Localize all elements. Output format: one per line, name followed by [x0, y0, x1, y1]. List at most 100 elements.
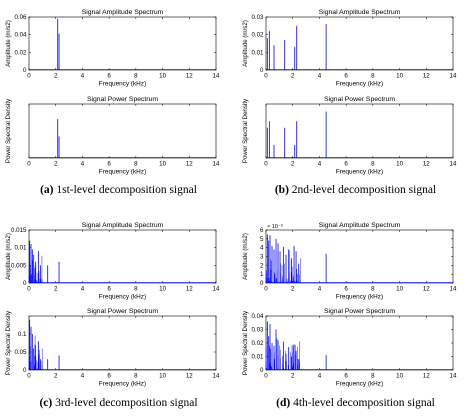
x-axis-label: Frequency (kHz)	[99, 81, 146, 88]
x-tick-label: 10	[396, 286, 403, 293]
y-axis-label: Amplitude (m/s2)	[242, 20, 249, 67]
x-tick-label: 14	[450, 161, 457, 168]
y-tick-label: 0.04	[251, 313, 264, 320]
y-tick-label: 2	[260, 262, 264, 269]
y-tick-label: 0.1	[18, 331, 27, 338]
y-tick-label: 0	[260, 67, 264, 74]
x-tick-label: 14	[213, 161, 220, 168]
subplot-title: Signal Power Spectrum	[324, 96, 395, 103]
subplot-c-power	[28, 315, 217, 371]
subplot-b-amplitude	[265, 16, 454, 71]
y-axis-label: Power Spectral Density	[242, 98, 249, 163]
subplot-d-amplitude	[265, 229, 454, 284]
x-axis-label: Frequency (kHz)	[99, 381, 146, 388]
y-tick-label: 5	[260, 236, 264, 243]
x-tick-label: 8	[371, 73, 375, 80]
subplot-title: Signal Power Spectrum	[87, 96, 158, 103]
y-tick-label: 0	[260, 367, 264, 374]
caption-a: (a) 1st-level decomposition signal	[40, 184, 197, 196]
y-tick-label: 0	[260, 280, 264, 287]
y-tick-label: 0.06	[14, 14, 27, 21]
x-tick-label: 14	[450, 73, 457, 80]
x-tick-label: 0	[264, 286, 268, 293]
x-axis-label: Frequency (kHz)	[336, 381, 383, 388]
caption-c: (c) 3rd-level decomposition signal	[39, 397, 198, 409]
x-tick-label: 10	[159, 286, 166, 293]
x-tick-label: 2	[291, 373, 295, 380]
x-tick-label: 12	[423, 161, 430, 168]
x-tick-label: 2	[291, 161, 295, 168]
y-tick-label: 3	[260, 254, 264, 261]
x-tick-label: 2	[54, 73, 58, 80]
y-tick-label: 0.02	[251, 32, 264, 39]
x-tick-label: 12	[186, 286, 193, 293]
y-tick-label: 0.015	[11, 227, 27, 234]
x-tick-label: 6	[344, 286, 348, 293]
subplot-a-power	[28, 103, 217, 159]
x-axis-label: Frequency (kHz)	[336, 169, 383, 176]
y-tick-label: 0	[23, 67, 27, 74]
y-tick-label: 0.04	[14, 32, 27, 39]
x-tick-label: 2	[291, 286, 295, 293]
x-tick-label: 8	[134, 373, 138, 380]
x-tick-label: 10	[396, 373, 403, 380]
subplot-a-amplitude	[28, 16, 217, 71]
x-tick-label: 4	[318, 73, 322, 80]
x-axis-label: Frequency (kHz)	[336, 294, 383, 301]
subplot-title: Signal Amplitude Spectrum	[82, 9, 164, 16]
x-tick-label: 8	[134, 73, 138, 80]
x-tick-label: 14	[213, 286, 220, 293]
subplot-title: Signal Amplitude Spectrum	[319, 9, 401, 16]
x-tick-label: 8	[134, 161, 138, 168]
y-axis-label: Power Spectral Density	[5, 310, 12, 375]
x-tick-label: 0	[27, 73, 31, 80]
x-tick-label: 12	[186, 373, 193, 380]
x-tick-label: 4	[81, 373, 85, 380]
subplot-title: Signal Power Spectrum	[87, 308, 158, 315]
x-tick-label: 6	[107, 373, 111, 380]
x-tick-label: 0	[27, 373, 31, 380]
subplot-c-amplitude	[28, 229, 217, 284]
y-tick-label: 0.01	[251, 49, 264, 56]
x-tick-label: 2	[291, 73, 295, 80]
axes-frame	[28, 315, 217, 371]
x-tick-label: 2	[54, 286, 58, 293]
x-tick-label: 10	[159, 373, 166, 380]
x-tick-label: 0	[27, 161, 31, 168]
y-exponent-label: × 10⁻³	[267, 224, 283, 230]
y-tick-label: 6	[260, 227, 264, 234]
x-tick-label: 14	[450, 373, 457, 380]
y-axis-label: Amplitude (m/s2)	[5, 233, 12, 280]
x-tick-label: 0	[264, 161, 268, 168]
x-tick-label: 6	[107, 73, 111, 80]
axes-frame	[265, 103, 454, 159]
x-tick-label: 4	[318, 373, 322, 380]
y-tick-label: 0.01	[251, 354, 264, 361]
x-tick-label: 14	[450, 286, 457, 293]
x-tick-label: 12	[423, 373, 430, 380]
x-tick-label: 8	[371, 286, 375, 293]
x-tick-label: 12	[423, 286, 430, 293]
x-tick-label: 12	[186, 73, 193, 80]
y-tick-label: 0.03	[251, 14, 264, 21]
x-tick-label: 0	[27, 286, 31, 293]
y-tick-label: 0.01	[14, 245, 27, 252]
x-tick-label: 6	[107, 286, 111, 293]
x-axis-label: Frequency (kHz)	[99, 169, 146, 176]
x-tick-label: 8	[371, 161, 375, 168]
y-tick-label: 0.02	[14, 49, 27, 56]
x-tick-label: 8	[371, 373, 375, 380]
subplot-d-power	[265, 315, 454, 371]
x-tick-label: 4	[318, 161, 322, 168]
y-tick-label: 0.005	[11, 262, 27, 269]
y-tick-label: 0.05	[14, 349, 27, 356]
x-tick-label: 6	[344, 73, 348, 80]
x-axis-label: Frequency (kHz)	[99, 294, 146, 301]
x-tick-label: 8	[134, 286, 138, 293]
y-axis-label: Power Spectral Density	[242, 310, 249, 375]
y-tick-label: 0.02	[251, 340, 264, 347]
x-tick-label: 0	[264, 373, 268, 380]
y-tick-label: 0	[23, 280, 27, 287]
x-axis-label: Frequency (kHz)	[336, 81, 383, 88]
x-tick-label: 6	[344, 373, 348, 380]
